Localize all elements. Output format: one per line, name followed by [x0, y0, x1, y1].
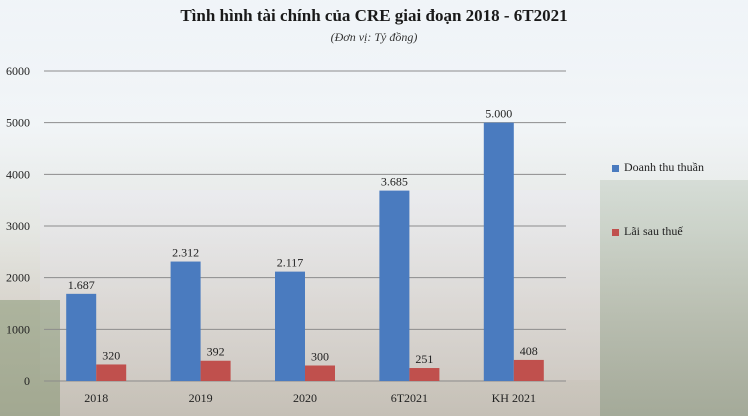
x-tick-label: 2019 [189, 391, 213, 405]
bar-profit [200, 360, 231, 381]
data-label: 408 [520, 344, 538, 358]
bar-revenue [379, 190, 410, 381]
data-label: 2.312 [172, 246, 199, 260]
legend-label: Lãi sau thuế [624, 224, 683, 238]
x-tick-label: 2018 [84, 391, 108, 405]
bar-revenue [66, 293, 97, 381]
data-label: 300 [311, 350, 329, 364]
bar-profit [305, 365, 335, 381]
bar-profit [96, 364, 127, 381]
y-tick-label: 0 [24, 374, 30, 388]
data-label: 5.000 [485, 107, 512, 121]
y-tick-label: 2000 [6, 271, 30, 285]
bar-profit [409, 368, 440, 381]
y-tick-label: 3000 [6, 219, 30, 233]
y-tick-label: 6000 [6, 64, 30, 78]
legend-swatch [612, 164, 619, 172]
y-tick-label: 1000 [6, 322, 30, 336]
data-label: 1.687 [68, 278, 95, 292]
chart-title: Tình hình tài chính của CRE giai đoạn 20… [180, 6, 568, 25]
legend-item: Lãi sau thuế [612, 224, 683, 239]
y-tick-label: 4000 [6, 167, 30, 181]
background-greenery [0, 300, 60, 416]
data-label: 392 [207, 345, 225, 359]
background-road [600, 180, 748, 416]
legend-label: Doanh thu thuần [624, 160, 704, 174]
data-label: 320 [102, 348, 120, 362]
chart-subtitle: (Đơn vị: Tỷ đồng) [330, 30, 418, 44]
x-tick-label: KH 2021 [492, 391, 536, 405]
bar-profit [513, 359, 544, 381]
bar-revenue [483, 122, 514, 382]
data-label: 251 [415, 352, 433, 366]
y-tick-label: 5000 [6, 116, 30, 130]
legend-swatch [612, 228, 619, 236]
data-label: 2.117 [277, 256, 304, 270]
data-label: 3.685 [381, 175, 408, 189]
legend-item: Doanh thu thuần [612, 160, 704, 175]
x-tick-label: 6T2021 [391, 391, 428, 405]
bar-revenue [170, 261, 201, 381]
bar-revenue [275, 271, 305, 381]
x-tick-label: 2020 [293, 391, 317, 405]
